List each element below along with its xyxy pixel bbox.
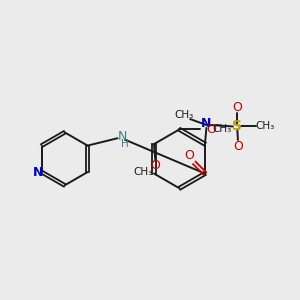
Text: N: N: [33, 166, 43, 178]
Text: N: N: [117, 130, 127, 143]
Text: CH₃: CH₃: [212, 124, 231, 134]
Text: CH₃: CH₃: [175, 110, 194, 120]
Text: CH₃: CH₃: [255, 122, 274, 131]
Text: O: O: [206, 123, 216, 136]
Text: CH₃: CH₃: [134, 167, 153, 177]
Text: O: O: [234, 140, 243, 153]
Text: S: S: [232, 119, 242, 134]
Text: O: O: [232, 100, 242, 113]
Text: H: H: [121, 139, 128, 149]
Text: O: O: [184, 149, 194, 162]
Text: O: O: [151, 159, 160, 172]
Text: N: N: [201, 117, 212, 130]
